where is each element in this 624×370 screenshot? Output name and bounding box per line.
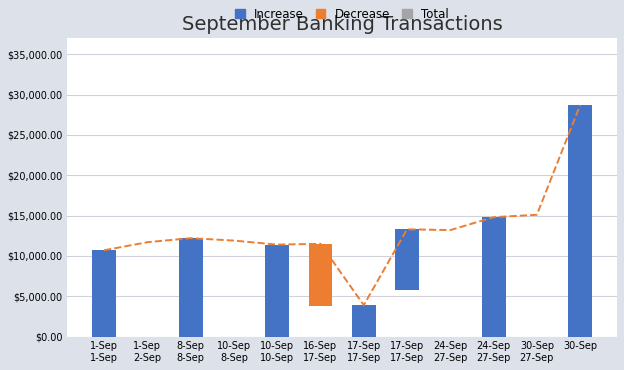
- Bar: [395, 229, 419, 290]
- Bar: [525, 215, 548, 337]
- Bar: [439, 230, 462, 337]
- Bar: [178, 238, 203, 337]
- Bar: [222, 240, 246, 337]
- Legend: Increase, Decrease, Total: Increase, Decrease, Total: [233, 5, 451, 23]
- Bar: [352, 305, 376, 337]
- Title: September Banking Transactions: September Banking Transactions: [182, 15, 502, 34]
- Bar: [92, 250, 116, 337]
- Bar: [568, 105, 592, 337]
- Bar: [482, 217, 505, 337]
- Bar: [309, 244, 333, 306]
- Bar: [265, 245, 289, 337]
- Bar: [135, 242, 159, 337]
